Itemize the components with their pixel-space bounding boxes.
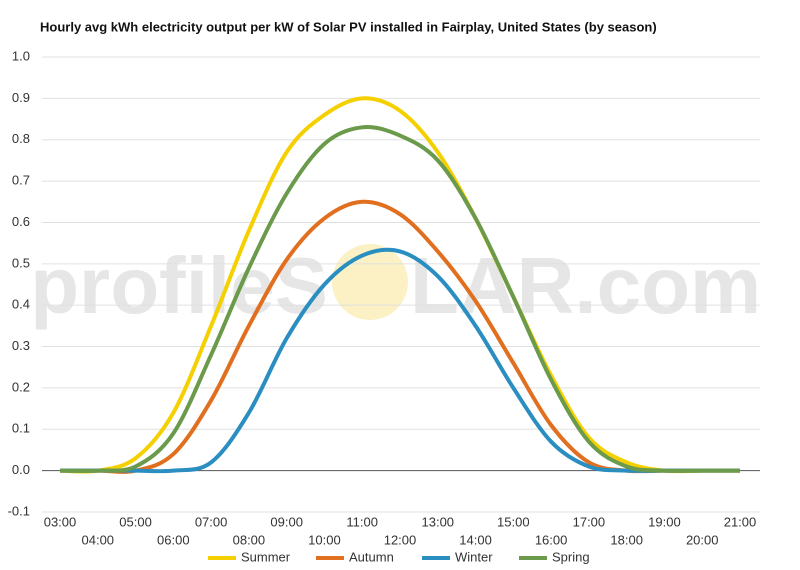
watermark: profileS [30, 241, 328, 330]
x-tick-label: 17:00 [573, 514, 606, 529]
x-tick-label: 16:00 [535, 532, 568, 547]
x-tick-label: 09:00 [270, 514, 303, 529]
y-tick-label: 0.9 [12, 90, 30, 105]
x-tick-label: 20:00 [686, 532, 719, 547]
watermark-sun [332, 244, 408, 320]
y-tick-label: 1.0 [12, 48, 30, 63]
x-tick-label: 03:00 [44, 514, 77, 529]
y-tick-label: 0.4 [12, 297, 30, 312]
x-tick-label: 19:00 [648, 514, 681, 529]
x-tick-label: 18:00 [610, 532, 643, 547]
y-tick-label: 0.5 [12, 255, 30, 270]
y-tick-label: 0.3 [12, 338, 30, 353]
x-tick-label: 07:00 [195, 514, 228, 529]
x-tick-label: 10:00 [308, 532, 341, 547]
y-tick-label: 0.6 [12, 214, 30, 229]
y-tick-label: 0.2 [12, 379, 30, 394]
x-tick-label: 04:00 [82, 532, 115, 547]
x-tick-label: 08:00 [233, 532, 266, 547]
x-tick-label: 15:00 [497, 514, 530, 529]
y-tick-label: 0.0 [12, 462, 30, 477]
y-tick-label: -0.1 [8, 503, 30, 518]
x-tick-label: 12:00 [384, 532, 417, 547]
y-tick-label: 0.1 [12, 421, 30, 436]
y-tick-label: 0.7 [12, 173, 30, 188]
legend-label: Summer [241, 549, 291, 564]
x-tick-label: 13:00 [422, 514, 455, 529]
x-tick-label: 05:00 [119, 514, 152, 529]
chart-title: Hourly avg kWh electricity output per kW… [40, 19, 657, 34]
legend-label: Winter [455, 549, 493, 564]
legend-label: Spring [552, 549, 590, 564]
legend-label: Autumn [349, 549, 394, 564]
x-tick-label: 06:00 [157, 532, 190, 547]
line [59, 247, 740, 474]
x-tick-label: 14:00 [459, 532, 492, 547]
x-tick-label: 21:00 [724, 514, 757, 529]
line [59, 96, 740, 474]
y-tick-label: 0.8 [12, 131, 30, 146]
x-tick-label: 11:00 [346, 514, 378, 529]
line [59, 125, 740, 473]
